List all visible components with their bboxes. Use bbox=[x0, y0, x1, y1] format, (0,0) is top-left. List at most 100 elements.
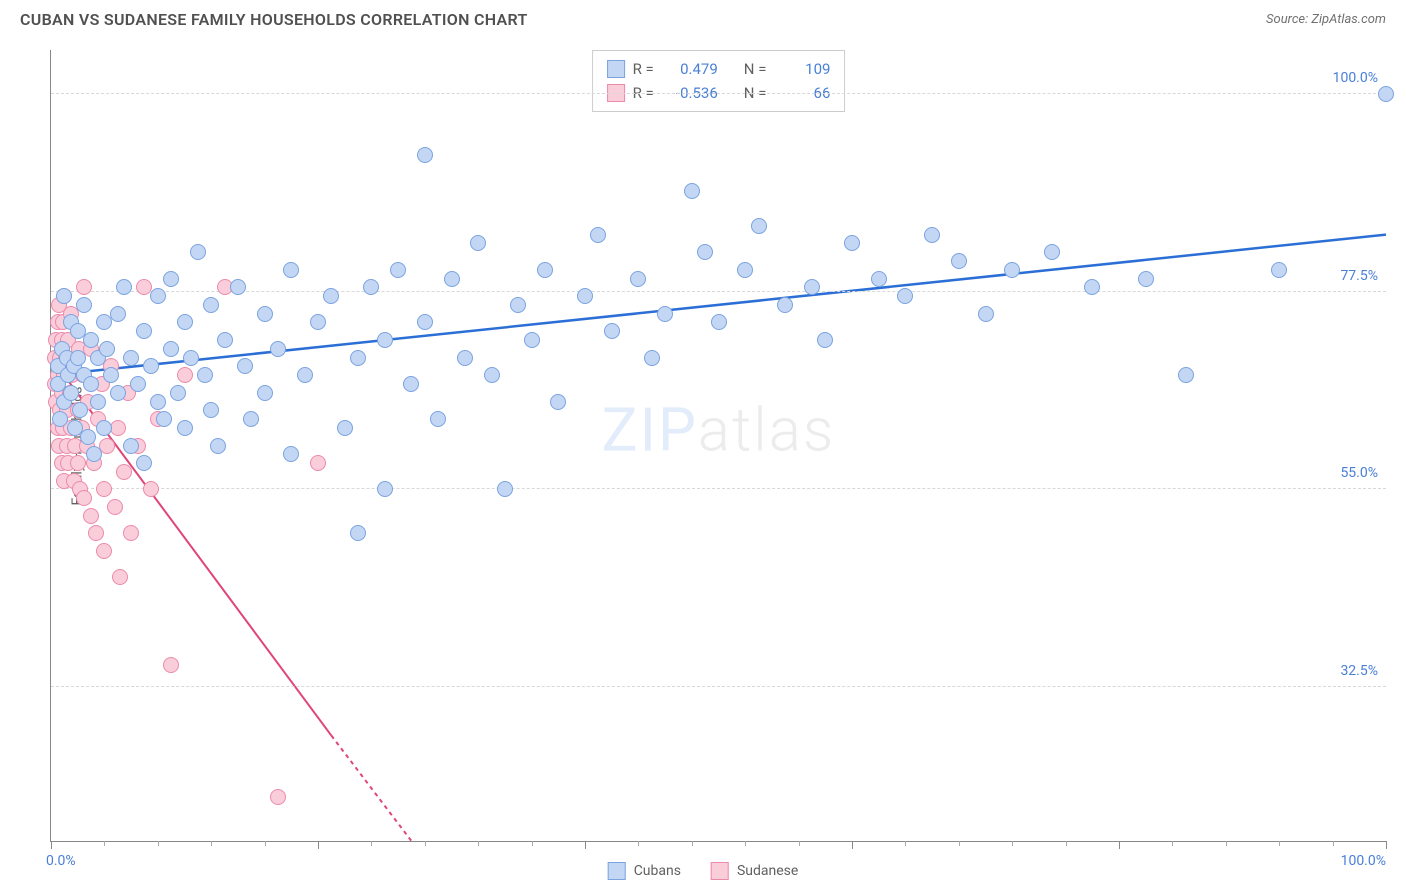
scatter-point-cubans bbox=[697, 244, 713, 260]
scatter-point-sudanese bbox=[163, 657, 179, 673]
scatter-point-cubans bbox=[210, 438, 226, 454]
scatter-point-cubans bbox=[150, 394, 166, 410]
scatter-point-cubans bbox=[1271, 262, 1287, 278]
scatter-point-cubans bbox=[804, 279, 820, 295]
scatter-point-cubans bbox=[203, 402, 219, 418]
stats-row-cubans: R = 0.479 N = 109 bbox=[607, 57, 831, 81]
scatter-point-cubans bbox=[163, 341, 179, 357]
x-minor-tick bbox=[1066, 841, 1067, 846]
x-minor-tick bbox=[745, 841, 746, 846]
x-minor-tick bbox=[211, 841, 212, 846]
scatter-point-cubans bbox=[177, 420, 193, 436]
gridline-h bbox=[51, 93, 1386, 94]
scatter-point-sudanese bbox=[76, 490, 92, 506]
scatter-point-cubans bbox=[230, 279, 246, 295]
scatter-point-cubans bbox=[444, 271, 460, 287]
scatter-point-cubans bbox=[80, 429, 96, 445]
scatter-point-sudanese bbox=[177, 367, 193, 383]
scatter-point-cubans bbox=[83, 376, 99, 392]
scatter-point-cubans bbox=[510, 297, 526, 313]
scatter-point-cubans bbox=[470, 235, 486, 251]
scatter-point-cubans bbox=[70, 350, 86, 366]
x-minor-tick bbox=[104, 841, 105, 846]
x-minor-tick bbox=[1226, 841, 1227, 846]
scatter-point-sudanese bbox=[76, 279, 92, 295]
scatter-point-cubans bbox=[310, 314, 326, 330]
scatter-point-cubans bbox=[203, 297, 219, 313]
scatter-point-cubans bbox=[72, 402, 88, 418]
scatter-point-sudanese bbox=[70, 455, 86, 471]
scatter-point-cubans bbox=[978, 306, 994, 322]
x-minor-tick bbox=[905, 841, 906, 846]
scatter-point-sudanese bbox=[112, 569, 128, 585]
scatter-point-sudanese bbox=[96, 543, 112, 559]
scatter-point-sudanese bbox=[270, 789, 286, 805]
scatter-point-cubans bbox=[156, 411, 172, 427]
scatter-point-cubans bbox=[777, 297, 793, 313]
scatter-point-cubans bbox=[644, 350, 660, 366]
scatter-point-cubans bbox=[1378, 86, 1394, 102]
scatter-point-cubans bbox=[1044, 244, 1060, 260]
scatter-point-cubans bbox=[123, 350, 139, 366]
scatter-point-cubans bbox=[150, 288, 166, 304]
x-axis-max-label: 100.0% bbox=[1341, 853, 1386, 869]
source-label: Source: ZipAtlas.com bbox=[1266, 12, 1386, 27]
n-label-cubans: N = bbox=[744, 57, 767, 81]
x-tick bbox=[1119, 841, 1120, 849]
legend-swatch-cubans bbox=[608, 862, 626, 880]
watermark-suffix: atlas bbox=[698, 394, 836, 465]
legend-label-sudanese: Sudanese bbox=[737, 863, 798, 879]
scatter-point-cubans bbox=[751, 218, 767, 234]
scatter-point-cubans bbox=[63, 385, 79, 401]
gridline-h bbox=[51, 686, 1386, 687]
scatter-point-cubans bbox=[143, 358, 159, 374]
scatter-point-cubans bbox=[86, 446, 102, 462]
trend-lines bbox=[51, 50, 1386, 841]
x-tick bbox=[852, 841, 853, 849]
scatter-point-cubans bbox=[403, 376, 419, 392]
scatter-point-cubans bbox=[350, 350, 366, 366]
y-tick-label: 77.5% bbox=[1340, 268, 1378, 284]
x-minor-tick bbox=[1279, 841, 1280, 846]
scatter-point-sudanese bbox=[107, 499, 123, 515]
x-minor-tick bbox=[1172, 841, 1173, 846]
scatter-point-cubans bbox=[844, 235, 860, 251]
y-tick-label: 32.5% bbox=[1340, 663, 1378, 679]
scatter-point-cubans bbox=[323, 288, 339, 304]
scatter-point-cubans bbox=[90, 394, 106, 410]
x-minor-tick bbox=[638, 841, 639, 846]
scatter-point-cubans bbox=[1178, 367, 1194, 383]
scatter-point-cubans bbox=[257, 385, 273, 401]
scatter-point-cubans bbox=[737, 262, 753, 278]
scatter-point-cubans bbox=[110, 385, 126, 401]
scatter-point-cubans bbox=[550, 394, 566, 410]
x-minor-tick bbox=[1333, 841, 1334, 846]
scatter-point-cubans bbox=[237, 358, 253, 374]
scatter-point-sudanese bbox=[99, 438, 115, 454]
scatter-point-cubans bbox=[183, 350, 199, 366]
gridline-h bbox=[51, 291, 1386, 292]
gridline-h bbox=[51, 488, 1386, 489]
x-minor-tick bbox=[799, 841, 800, 846]
scatter-point-cubans bbox=[684, 183, 700, 199]
scatter-point-cubans bbox=[1138, 271, 1154, 287]
x-minor-tick bbox=[371, 841, 372, 846]
x-minor-tick bbox=[532, 841, 533, 846]
scatter-point-cubans bbox=[56, 288, 72, 304]
x-axis-min-label: 0.0% bbox=[46, 853, 76, 869]
n-value-cubans: 109 bbox=[774, 57, 830, 81]
scatter-point-cubans bbox=[99, 341, 115, 357]
scatter-point-cubans bbox=[116, 279, 132, 295]
scatter-point-cubans bbox=[83, 332, 99, 348]
chart-title: CUBAN VS SUDANESE FAMILY HOUSEHOLDS CORR… bbox=[20, 10, 528, 29]
legend-label-cubans: Cubans bbox=[634, 863, 681, 879]
scatter-point-cubans bbox=[136, 323, 152, 339]
scatter-point-cubans bbox=[817, 332, 833, 348]
scatter-point-cubans bbox=[163, 271, 179, 287]
y-tick-label: 100.0% bbox=[1333, 70, 1378, 86]
x-minor-tick bbox=[265, 841, 266, 846]
r-label-cubans: R = bbox=[633, 57, 654, 81]
scatter-point-cubans bbox=[417, 147, 433, 163]
scatter-point-cubans bbox=[377, 481, 393, 497]
scatter-point-sudanese bbox=[96, 481, 112, 497]
